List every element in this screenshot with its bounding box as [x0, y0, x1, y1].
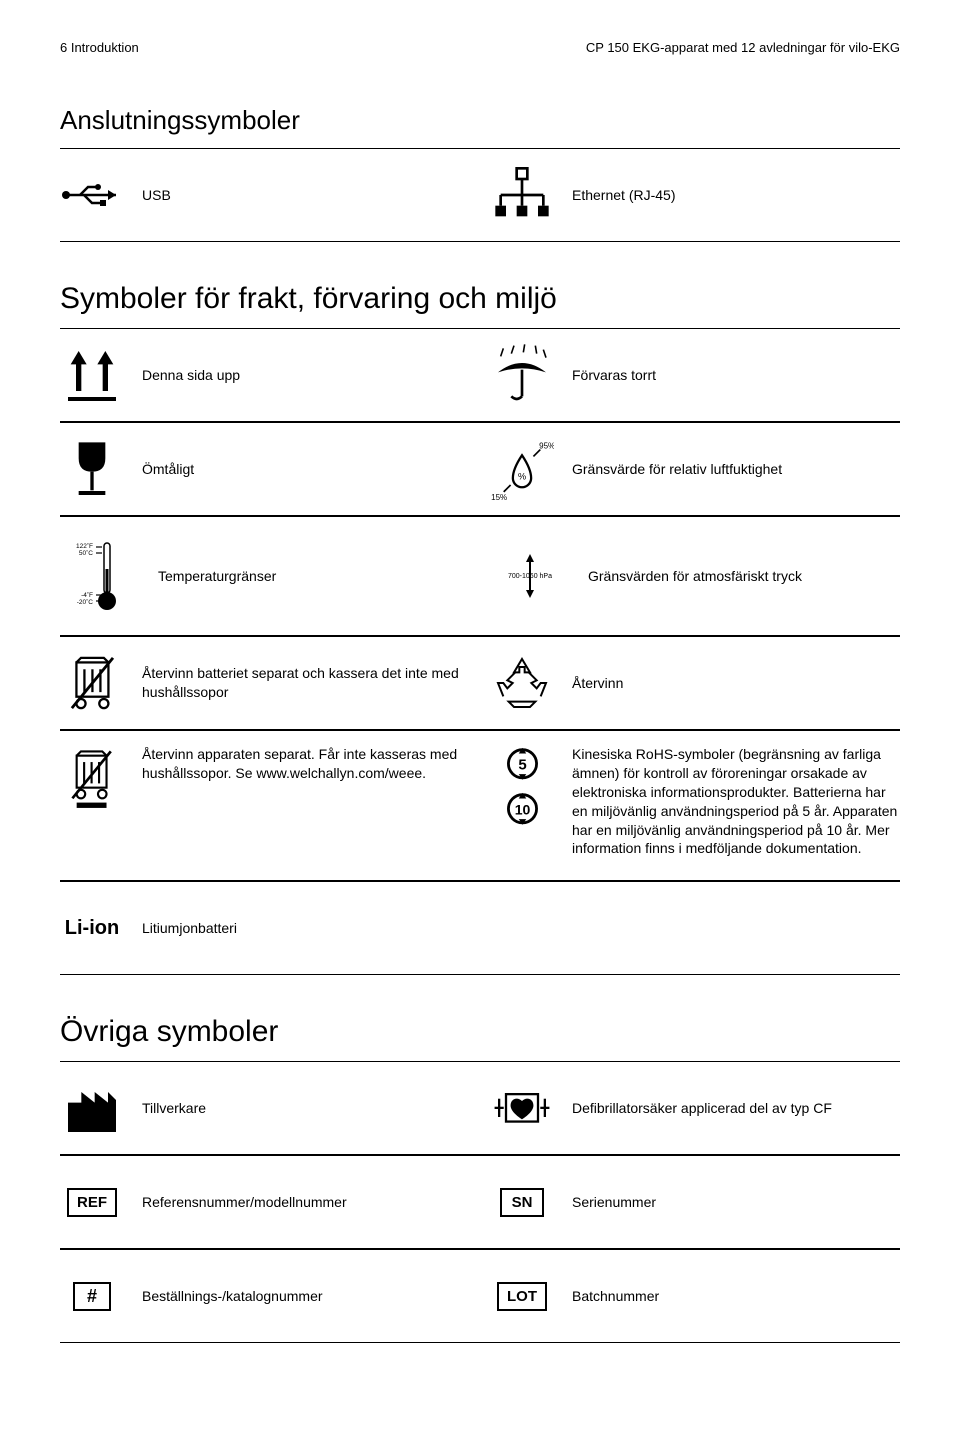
svg-text:95%: 95% [539, 441, 554, 450]
defib-cf-icon [490, 1076, 554, 1140]
fragile-icon [60, 437, 124, 501]
recycle-batt-label: Återvinn batteriet separat och kassera d… [142, 664, 460, 702]
cell-keep-dry: Förvaras torrt [480, 343, 900, 407]
cell-pressure: 700-1060 hPa Gränsvärden för atmosfärisk… [480, 544, 900, 608]
svg-text:-20˚C: -20˚C [77, 598, 94, 606]
svg-text:5: 5 [518, 756, 526, 773]
cell-weee: Återvinn apparaten separat. Får inte kas… [60, 745, 480, 809]
cell-lot: LOT Batchnummer [480, 1264, 900, 1328]
catalog-icon: # [60, 1264, 124, 1328]
row-manufacturer-defib: Tillverkare Defibrillatorsäker applicera… [60, 1061, 900, 1154]
usb-label: USB [142, 186, 171, 205]
rohs-icon: 5 10 [490, 745, 554, 835]
row-ref-sn: REF Referensnummer/modellnummer SN Serie… [60, 1155, 900, 1248]
cell-temp: 122˚F 50˚C -4˚F -20˚C Temperaturgränser [60, 531, 480, 621]
sn-icon-text: SN [500, 1188, 545, 1217]
cat-label: Beställnings-/katalognummer [142, 1287, 323, 1306]
humidity-label: Gränsvärde för relativ luftfuktighet [572, 460, 782, 479]
svg-text:122˚F: 122˚F [76, 542, 93, 550]
cell-this-side-up: Denna sida upp [60, 343, 480, 407]
page-header: 6 Introduktion CP 150 EKG-apparat med 12… [60, 40, 900, 55]
section-shipping: Symboler för frakt, förvaring och miljö [60, 282, 900, 316]
svg-text:%: % [518, 471, 526, 481]
temperature-icon: 122˚F 50˚C -4˚F -20˚C [60, 531, 140, 621]
manufacturer-label: Tillverkare [142, 1099, 206, 1118]
cell-recycle-batt: Återvinn batteriet separat och kassera d… [60, 651, 480, 715]
ref-label: Referensnummer/modellnummer [142, 1193, 347, 1212]
row-fragile-humidity: Ömtåligt % 95% 15% Gränsvärde för relati… [60, 422, 900, 515]
ref-icon-text: REF [67, 1188, 117, 1217]
row-connectivity: USB Ethernet (RJ-45) [60, 148, 900, 241]
keep-dry-label: Förvaras torrt [572, 366, 656, 385]
cell-ethernet: Ethernet (RJ-45) [480, 163, 900, 227]
header-right: CP 150 EKG-apparat med 12 avledningar fö… [586, 40, 900, 55]
pressure-icon: 700-1060 hPa [490, 544, 570, 608]
lot-icon: LOT [490, 1264, 554, 1328]
row-cat-lot: # Beställnings-/katalognummer LOT Batchn… [60, 1249, 900, 1342]
cell-recycle: Återvinn [480, 651, 900, 715]
cell-fragile: Ömtåligt [60, 437, 480, 501]
liion-label: Litiumjonbatteri [142, 919, 237, 938]
header-left: 6 Introduktion [60, 40, 139, 55]
cell-manufacturer: Tillverkare [60, 1076, 480, 1140]
section-other: Övriga symboler [60, 1015, 900, 1049]
this-side-up-label: Denna sida upp [142, 366, 240, 385]
ref-icon: REF [60, 1170, 124, 1234]
liion-icon: Li-ion [60, 896, 124, 960]
svg-text:-4˚F: -4˚F [81, 591, 93, 599]
cell-sn: SN Serienummer [480, 1170, 900, 1234]
row-temp-pressure: 122˚F 50˚C -4˚F -20˚C Temperaturgränser … [60, 516, 900, 635]
weee-icon [60, 745, 124, 809]
liion-icon-text: Li-ion [65, 917, 119, 940]
cell-defib: Defibrillatorsäker applicerad del av typ… [480, 1076, 900, 1140]
svg-text:700-1060 hPa: 700-1060 hPa [508, 573, 552, 580]
cell-cat: # Beställnings-/katalognummer [60, 1264, 480, 1328]
row-liion: Li-ion Litiumjonbatteri [60, 881, 900, 974]
row-up-dry: Denna sida upp Förvaras torrt [60, 328, 900, 421]
weee-label: Återvinn apparaten separat. Får inte kas… [142, 745, 460, 783]
sn-icon: SN [490, 1170, 554, 1234]
cell-ref: REF Referensnummer/modellnummer [60, 1170, 480, 1234]
cell-usb: USB [60, 163, 480, 227]
keep-dry-icon [490, 343, 554, 407]
svg-text:50˚C: 50˚C [79, 549, 93, 557]
rohs-label: Kinesiska RoHS-symboler (begränsning av … [572, 745, 900, 858]
manufacturer-icon [60, 1076, 124, 1140]
defib-label: Defibrillatorsäker applicerad del av typ… [572, 1099, 832, 1118]
sn-label: Serienummer [572, 1193, 656, 1212]
this-side-up-icon [60, 343, 124, 407]
cell-liion: Li-ion Litiumjonbatteri [60, 896, 480, 960]
section-connectivity: Anslutningssymboler [60, 105, 900, 136]
recycle-label: Återvinn [572, 674, 623, 693]
fragile-label: Ömtåligt [142, 460, 194, 479]
lot-label: Batchnummer [572, 1287, 659, 1306]
svg-text:15%: 15% [491, 493, 507, 501]
pressure-label: Gränsvärden för atmosfäriskt tryck [588, 567, 802, 586]
row-recycle: Återvinn batteriet separat och kassera d… [60, 636, 900, 729]
humidity-icon: % 95% 15% [490, 437, 554, 501]
row-weee-rohs: Återvinn apparaten separat. Får inte kas… [60, 730, 900, 880]
temp-label: Temperaturgränser [158, 567, 276, 586]
usb-icon [60, 163, 124, 227]
svg-text:10: 10 [514, 801, 530, 817]
recycle-icon [490, 651, 554, 715]
cell-rohs: 5 10 Kinesiska RoHS-symboler (begränsnin… [480, 745, 900, 858]
weee-battery-icon [60, 651, 124, 715]
lot-icon-text: LOT [497, 1282, 547, 1311]
cell-humidity: % 95% 15% Gränsvärde för relativ luftfuk… [480, 437, 900, 501]
ethernet-icon [490, 163, 554, 227]
catalog-icon-text: # [73, 1282, 111, 1311]
ethernet-label: Ethernet (RJ-45) [572, 186, 675, 205]
